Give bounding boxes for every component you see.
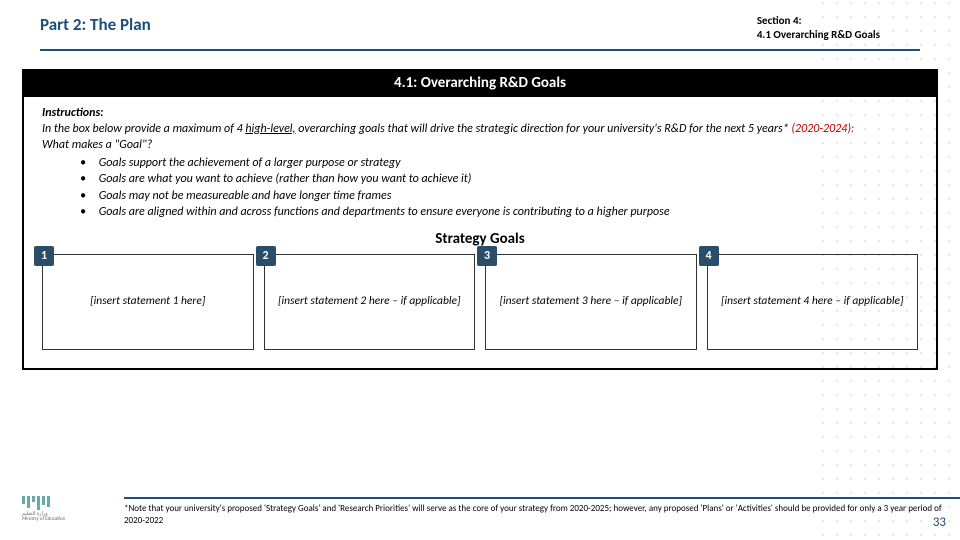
goal-badge: 1 bbox=[34, 246, 54, 266]
para-underline: high-level, bbox=[245, 122, 295, 136]
bullet: Goals are what you want to achieve (rath… bbox=[98, 171, 918, 187]
ministry-logo: وزارة التعليمMinistry of Education bbox=[22, 488, 110, 530]
part-title: Part 2: The Plan bbox=[40, 14, 151, 35]
goals-row: 1 [insert statement 1 here] 2 [insert st… bbox=[24, 254, 936, 368]
bullet: Goals may not be measureable and have lo… bbox=[98, 188, 918, 204]
header: Part 2: The Plan Section 4: 4.1 Overarch… bbox=[0, 0, 960, 43]
instructions-lead: Instructions: bbox=[42, 105, 918, 121]
goal-card-2: 2 [insert statement 2 here – if applicab… bbox=[264, 254, 476, 350]
goal-card-1: 1 [insert statement 1 here] bbox=[42, 254, 254, 350]
goal-text: [insert statement 4 here – if applicable… bbox=[721, 294, 904, 309]
goal-card-4: 4 [insert statement 4 here – if applicab… bbox=[707, 254, 919, 350]
section-line-2: 4.1 Overarching R&D Goals bbox=[757, 28, 880, 42]
goal-text: [insert statement 2 here – if applicable… bbox=[278, 294, 461, 309]
footnote: *Note that your university's proposed 'S… bbox=[124, 497, 960, 536]
goal-badge: 4 bbox=[699, 246, 719, 266]
para-pre: In the box below provide a maximum of 4 bbox=[42, 122, 245, 136]
goal-card-3: 3 [insert statement 3 here – if applicab… bbox=[485, 254, 697, 350]
section-band: 4.1: Overarching R&D Goals bbox=[22, 69, 938, 97]
content-frame: Instructions: In the box below provide a… bbox=[22, 97, 938, 370]
bullet: Goals support the achievement of a large… bbox=[98, 155, 918, 171]
goal-badge: 2 bbox=[256, 246, 276, 266]
logo-mark-icon bbox=[22, 496, 50, 510]
instructions-bullets: Goals support the achievement of a large… bbox=[42, 155, 918, 220]
para-mid: overarching goals that will drive the st… bbox=[296, 122, 792, 136]
goal-text: [insert statement 1 here] bbox=[90, 294, 205, 309]
goal-text: [insert statement 3 here – if applicable… bbox=[499, 294, 682, 309]
bullet: Goals are aligned within and across func… bbox=[98, 204, 918, 220]
logo-text: وزارة التعليمMinistry of Education bbox=[22, 512, 65, 523]
main-content: 4.1: Overarching R&D Goals Instructions:… bbox=[22, 69, 938, 370]
page-number: 33 bbox=[933, 515, 946, 530]
footer: وزارة التعليمMinistry of Education *Note… bbox=[0, 488, 960, 540]
section-label: Section 4: 4.1 Overarching R&D Goals bbox=[757, 14, 880, 43]
para-years: (2020-2024): bbox=[791, 122, 854, 136]
instructions-block: Instructions: In the box below provide a… bbox=[24, 97, 936, 226]
goal-badge: 3 bbox=[477, 246, 497, 266]
instructions-para: In the box below provide a maximum of 4 … bbox=[42, 121, 918, 137]
section-line-1: Section 4: bbox=[757, 14, 880, 28]
instructions-question: What makes a "Goal"? bbox=[42, 137, 918, 153]
header-underline bbox=[40, 49, 920, 51]
